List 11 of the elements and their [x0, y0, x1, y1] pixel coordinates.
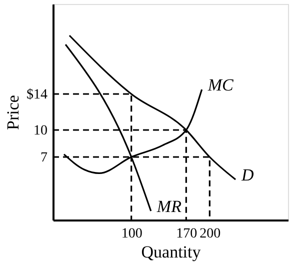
y-tick-label: 10: [34, 124, 48, 138]
x-tick-label: 200: [200, 226, 221, 242]
y-tick-label: $14: [26, 88, 48, 102]
series-label: MR: [156, 197, 182, 216]
x-axis-title: Quantity: [141, 242, 202, 262]
x-tick-label: 100: [121, 226, 142, 242]
series-label: MC: [206, 76, 234, 94]
x-tick-label: 170: [176, 226, 198, 242]
y-tick-label: 7: [40, 150, 48, 166]
y-axis-title: Price: [4, 95, 22, 130]
series-label: D: [240, 166, 255, 184]
